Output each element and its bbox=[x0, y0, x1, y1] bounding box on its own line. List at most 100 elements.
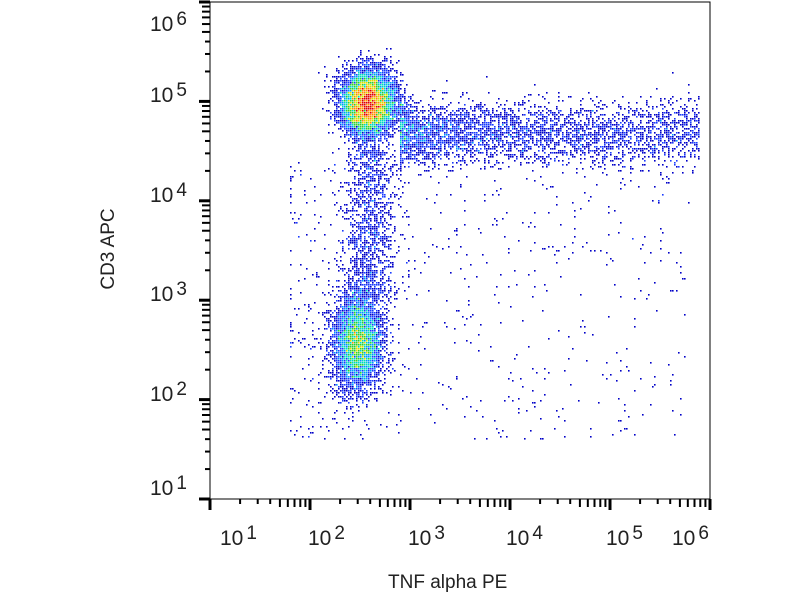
density-cell bbox=[338, 88, 340, 90]
density-cell bbox=[366, 126, 368, 128]
density-cell bbox=[372, 238, 374, 240]
density-cell bbox=[422, 124, 424, 126]
density-cell bbox=[406, 124, 408, 126]
density-cell bbox=[354, 142, 356, 144]
density-cell bbox=[342, 264, 344, 266]
density-cell bbox=[672, 172, 674, 174]
density-cell bbox=[370, 374, 372, 376]
density-cell bbox=[378, 366, 380, 368]
density-cell bbox=[642, 134, 644, 136]
density-cell bbox=[342, 210, 344, 212]
density-cell bbox=[612, 132, 614, 134]
density-cell bbox=[366, 380, 368, 382]
density-cell bbox=[370, 74, 372, 76]
density-cell bbox=[384, 68, 386, 70]
density-cell bbox=[580, 120, 582, 122]
density-cell bbox=[370, 122, 372, 124]
density-cell bbox=[368, 348, 370, 350]
density-cell bbox=[348, 390, 350, 392]
density-cell bbox=[390, 114, 392, 116]
density-cell bbox=[386, 100, 388, 102]
density-cell bbox=[384, 84, 386, 86]
density-cell bbox=[352, 304, 354, 306]
density-cell bbox=[344, 394, 346, 396]
density-cell bbox=[378, 314, 380, 316]
density-cell bbox=[402, 192, 404, 194]
density-cell bbox=[380, 250, 382, 252]
density-cell bbox=[336, 286, 338, 288]
density-cell bbox=[540, 118, 542, 120]
density-cell bbox=[372, 228, 374, 230]
density-cell bbox=[472, 122, 474, 124]
density-cell bbox=[368, 320, 370, 322]
density-cell bbox=[592, 126, 594, 128]
density-cell bbox=[366, 382, 368, 384]
density-cell bbox=[404, 136, 406, 138]
density-cell bbox=[654, 138, 656, 140]
density-cell bbox=[368, 104, 370, 106]
density-cell bbox=[362, 372, 364, 374]
density-cell bbox=[384, 78, 386, 80]
density-cell bbox=[350, 298, 352, 300]
density-cell bbox=[372, 270, 374, 272]
density-cell bbox=[450, 146, 452, 148]
density-cell bbox=[354, 378, 356, 380]
density-cell bbox=[344, 392, 346, 394]
density-cell bbox=[386, 322, 388, 324]
density-cell bbox=[402, 136, 404, 138]
density-cell bbox=[398, 110, 400, 112]
density-cell bbox=[366, 398, 368, 400]
density-cell bbox=[612, 140, 614, 142]
density-cell bbox=[364, 90, 366, 92]
density-cell bbox=[374, 348, 376, 350]
density-cell bbox=[532, 170, 534, 172]
density-cell bbox=[550, 130, 552, 132]
density-cell bbox=[398, 94, 400, 96]
density-cell bbox=[350, 318, 352, 320]
density-cell bbox=[388, 246, 390, 248]
density-cell bbox=[400, 132, 402, 134]
density-cell bbox=[368, 202, 370, 204]
density-cell bbox=[398, 130, 400, 132]
density-cell bbox=[368, 252, 370, 254]
density-cell bbox=[348, 338, 350, 340]
density-cell bbox=[394, 82, 396, 84]
density-cell bbox=[366, 78, 368, 80]
density-cell bbox=[362, 118, 364, 120]
density-cell bbox=[386, 222, 388, 224]
density-cell bbox=[392, 164, 394, 166]
density-cell bbox=[378, 356, 380, 358]
density-cell bbox=[668, 146, 670, 148]
density-cell bbox=[312, 322, 314, 324]
density-cell bbox=[346, 106, 348, 108]
density-cell bbox=[666, 132, 668, 134]
density-cell bbox=[376, 66, 378, 68]
density-cell bbox=[578, 130, 580, 132]
density-cell bbox=[352, 286, 354, 288]
density-cell bbox=[382, 84, 384, 86]
density-cell bbox=[404, 134, 406, 136]
density-cell bbox=[370, 118, 372, 120]
density-cell bbox=[370, 88, 372, 90]
density-cell bbox=[448, 140, 450, 142]
density-cell bbox=[366, 144, 368, 146]
density-cell bbox=[350, 336, 352, 338]
density-cell bbox=[378, 334, 380, 336]
density-cell bbox=[346, 92, 348, 94]
density-cell bbox=[388, 132, 390, 134]
density-cell bbox=[386, 238, 388, 240]
density-cell bbox=[690, 98, 692, 100]
density-cell bbox=[356, 332, 358, 334]
density-cell bbox=[340, 88, 342, 90]
density-cell bbox=[354, 190, 356, 192]
density-cell bbox=[392, 64, 394, 66]
density-cell bbox=[356, 210, 358, 212]
density-cell bbox=[668, 132, 670, 134]
density-cell bbox=[356, 252, 358, 254]
density-cell bbox=[516, 122, 518, 124]
density-cell bbox=[358, 384, 360, 386]
density-cell bbox=[442, 136, 444, 138]
density-cell bbox=[510, 144, 512, 146]
density-cell bbox=[348, 92, 350, 94]
density-cell bbox=[390, 296, 392, 298]
